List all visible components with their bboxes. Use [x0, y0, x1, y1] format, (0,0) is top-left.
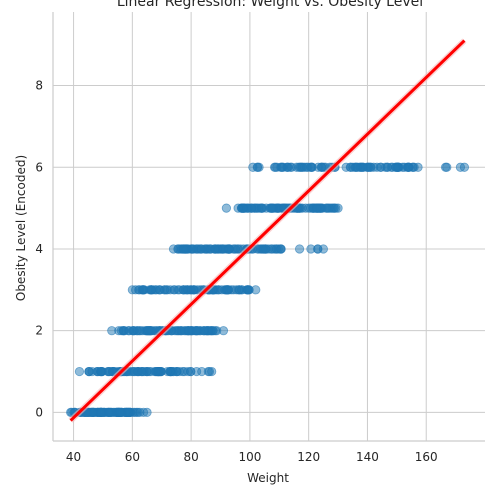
axes: [52, 12, 485, 442]
data-point: [87, 366, 97, 377]
x-tick-label: 60: [125, 450, 140, 464]
y-tick-label: 0: [35, 405, 43, 419]
tick-labels: 40 60 80 100 120 140 160 0 2 4 6 8: [35, 79, 437, 464]
data-point: [138, 285, 148, 295]
data-point: [115, 407, 125, 417]
y-axis-label: Obesity Level (Encoded): [14, 155, 28, 301]
data-point: [218, 326, 229, 336]
data-point: [142, 407, 152, 417]
y-tick-label: 4: [35, 242, 43, 256]
data-point: [382, 162, 393, 172]
data-point: [107, 326, 117, 336]
data-point: [275, 244, 285, 254]
data-point: [459, 162, 470, 172]
y-tick-label: 8: [35, 79, 43, 93]
data-point: [234, 285, 244, 295]
data-point: [318, 244, 328, 254]
data-point: [256, 203, 266, 213]
data-point: [243, 285, 253, 295]
data-point: [442, 162, 452, 172]
data-point: [352, 162, 363, 172]
data-point: [233, 203, 243, 213]
data-point: [143, 326, 153, 336]
x-tick-label: 80: [183, 450, 198, 464]
x-tick-label: 140: [356, 450, 379, 464]
data-point: [127, 285, 137, 295]
data-point: [221, 203, 231, 213]
x-tick-label: 40: [66, 450, 81, 464]
data-point: [258, 244, 268, 254]
data-point: [403, 162, 413, 172]
data-point: [312, 203, 322, 213]
data-point: [192, 366, 202, 377]
data-point: [178, 285, 189, 295]
data-point: [294, 244, 305, 254]
data-point: [107, 366, 118, 377]
grid: [53, 12, 485, 441]
data-point: [96, 407, 106, 417]
regression-line: [69, 39, 466, 422]
data-points: [66, 162, 470, 417]
data-point: [302, 162, 312, 172]
data-point: [179, 244, 189, 254]
data-point: [188, 244, 199, 254]
data-point: [333, 203, 343, 213]
x-tick-label: 120: [297, 450, 320, 464]
data-point: [217, 285, 227, 295]
data-point: [210, 244, 220, 254]
data-point: [390, 162, 401, 172]
data-point: [168, 244, 179, 254]
data-point: [267, 203, 277, 213]
x-tick-label: 160: [415, 450, 438, 464]
data-point: [207, 366, 217, 377]
data-point: [137, 366, 147, 377]
data-point: [413, 162, 423, 172]
y-tick-label: 6: [35, 160, 43, 174]
data-point: [319, 162, 329, 172]
data-point: [192, 326, 202, 336]
data-point: [183, 366, 193, 377]
chart-title: Linear Regression: Weight vs. Obesity Le…: [117, 0, 423, 10]
data-point: [146, 285, 156, 295]
y-tick-label: 2: [35, 324, 43, 338]
data-point: [248, 162, 258, 172]
data-point: [151, 366, 162, 377]
data-point: [74, 366, 85, 377]
data-point: [184, 326, 194, 336]
data-point: [134, 326, 144, 336]
data-point: [124, 326, 134, 336]
data-point: [277, 162, 287, 172]
data-point: [324, 203, 334, 213]
data-point: [296, 203, 306, 213]
data-point: [174, 366, 185, 377]
regression-line-group: [68, 38, 467, 423]
x-axis-label: Weight: [247, 471, 289, 485]
data-point: [160, 285, 170, 295]
x-tick-label: 100: [238, 450, 261, 464]
data-point: [251, 285, 261, 295]
